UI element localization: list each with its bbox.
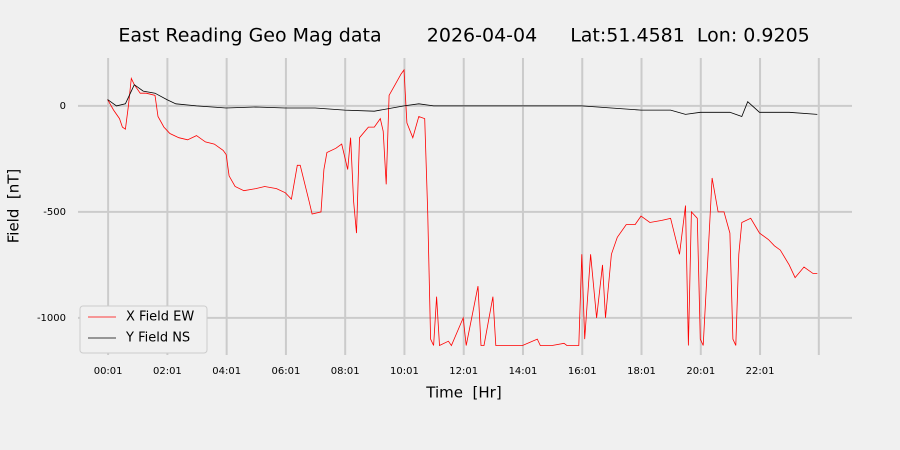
series-line [107,84,818,118]
x-tick-label: 02:01 [153,366,182,377]
legend: X Field EW Y Field NS [79,305,208,354]
x-tick-label: 04:01 [212,366,241,377]
y-tick-label: -1000 [37,313,66,324]
chart-location: Lat:51.4581 Lon: 0.9205 [570,25,810,47]
x-tick-label: 18:01 [627,366,656,377]
series-line [107,68,818,347]
legend-box [79,305,208,354]
y-tick-label: 0 [60,101,66,112]
legend-label: Y Field NS [125,331,190,346]
x-tick-label: 06:01 [272,366,301,377]
chart-title: East Reading Geo Mag data [118,25,381,47]
y-axis-label: Field [nT] [5,169,23,244]
y-tick-label: -500 [43,207,66,218]
x-axis-label: Time [Hr] [425,384,501,402]
legend-label: X Field EW [126,310,194,325]
x-tick-label: 14:01 [509,366,538,377]
x-tick-label: 08:01 [331,366,360,377]
x-tick-label: 16:01 [568,366,597,377]
x-tick-label: 12:01 [449,366,478,377]
chart-date: 2026-04-04 [427,25,537,47]
x-tick-label: 22:01 [746,366,775,377]
x-tick-label: 20:01 [686,366,715,377]
x-tick-label: 00:01 [94,366,123,377]
x-tick-label: 10:01 [390,366,419,377]
